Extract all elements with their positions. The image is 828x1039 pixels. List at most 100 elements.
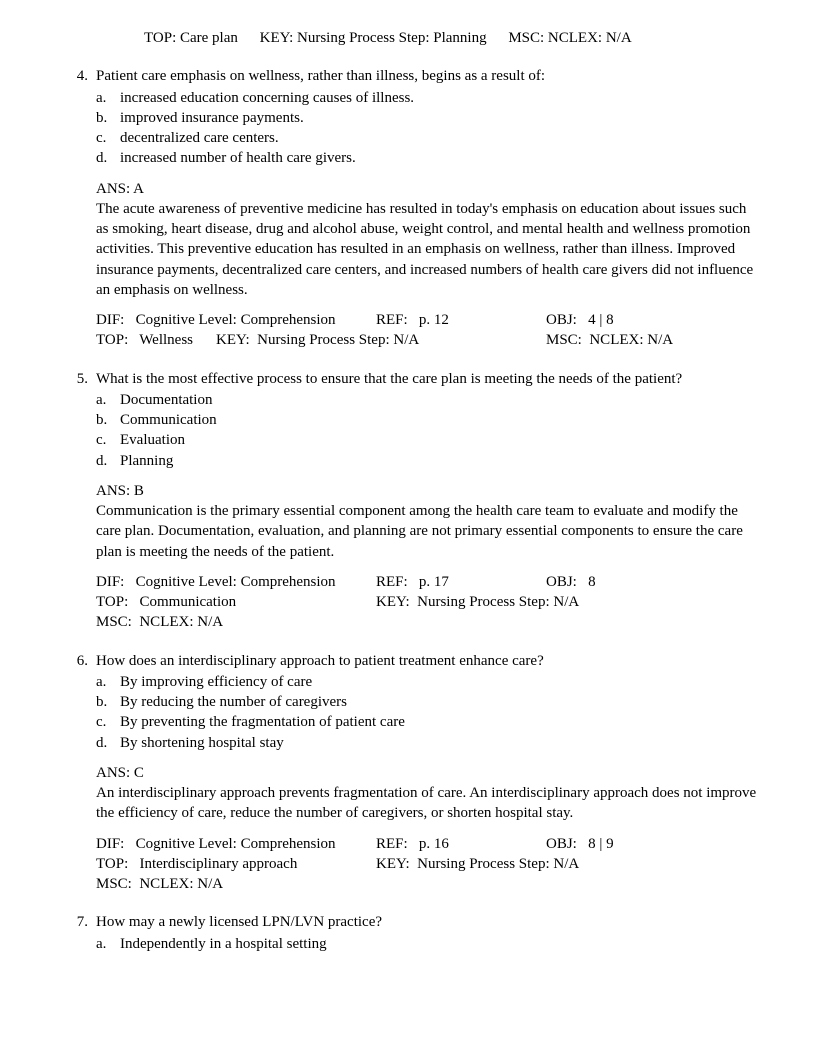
options-list: a.Independently in a hospital setting: [96, 934, 760, 954]
meta-key: KEY: Nursing Process Step: N/A: [376, 854, 546, 874]
question-body: How does an interdisciplinary approach t…: [96, 651, 760, 895]
option-letter: d.: [96, 451, 120, 471]
option-row: a.Independently in a hospital setting: [96, 934, 760, 954]
option-text: By improving efficiency of care: [120, 672, 760, 692]
question-number: 7.: [68, 912, 96, 932]
meta-row: DIF: Cognitive Level: ComprehensionREF: …: [96, 572, 760, 592]
meta-dif: DIF: Cognitive Level: Comprehension: [96, 310, 376, 330]
option-row: a.Documentation: [96, 390, 760, 410]
meta-row: TOP: WellnessKEY: Nursing Process Step: …: [96, 330, 760, 350]
option-row: c.Evaluation: [96, 430, 760, 450]
option-row: b.By reducing the number of caregivers: [96, 692, 760, 712]
meta-dif: DIF: Cognitive Level: Comprehension: [96, 572, 376, 592]
option-text: increased number of health care givers.: [120, 148, 760, 168]
question-row: 7.How may a newly licensed LPN/LVN pract…: [68, 912, 760, 964]
question-body: How may a newly licensed LPN/LVN practic…: [96, 912, 760, 964]
answer-line: ANS: B: [96, 481, 760, 501]
meta-row: TOP: CommunicationKEY: Nursing Process S…: [96, 592, 760, 612]
option-row: b.improved insurance payments.: [96, 108, 760, 128]
meta-ref: REF: p. 16: [376, 834, 546, 854]
question-stem: Patient care emphasis on wellness, rathe…: [96, 66, 760, 86]
option-letter: d.: [96, 733, 120, 753]
option-row: b.Communication: [96, 410, 760, 430]
option-letter: b.: [96, 692, 120, 712]
option-row: c.By preventing the fragmentation of pat…: [96, 712, 760, 732]
meta-obj: OBJ: 4 | 8: [546, 310, 706, 330]
header-top: TOP: Care plan: [144, 28, 238, 48]
meta-top: TOP: Communication: [96, 592, 376, 612]
option-letter: c.: [96, 712, 120, 732]
option-row: d.Planning: [96, 451, 760, 471]
question-block: 4.Patient care emphasis on wellness, rat…: [68, 66, 760, 350]
option-text: Evaluation: [120, 430, 760, 450]
question-block: 5.What is the most effective process to …: [68, 369, 760, 633]
rationale-text: An interdisciplinary approach prevents f…: [96, 783, 760, 824]
option-text: Communication: [120, 410, 760, 430]
option-letter: b.: [96, 410, 120, 430]
option-text: By preventing the fragmentation of patie…: [120, 712, 760, 732]
question-row: 5.What is the most effective process to …: [68, 369, 760, 633]
rationale-text: The acute awareness of preventive medici…: [96, 199, 760, 300]
option-row: d.increased number of health care givers…: [96, 148, 760, 168]
option-text: increased education concerning causes of…: [120, 88, 760, 108]
option-letter: a.: [96, 672, 120, 692]
meta-key: KEY: Nursing Process Step: N/A: [376, 592, 546, 612]
question-stem: How may a newly licensed LPN/LVN practic…: [96, 912, 760, 932]
option-text: decentralized care centers.: [120, 128, 760, 148]
answer-line: ANS: C: [96, 763, 760, 783]
question-row: 4.Patient care emphasis on wellness, rat…: [68, 66, 760, 350]
meta-obj: OBJ: 8 | 9: [546, 834, 706, 854]
meta-row: MSC: NCLEX: N/A: [96, 874, 760, 894]
option-letter: b.: [96, 108, 120, 128]
option-row: c.decentralized care centers.: [96, 128, 760, 148]
meta-row: MSC: NCLEX: N/A: [96, 612, 760, 632]
option-text: By reducing the number of caregivers: [120, 692, 760, 712]
option-text: Independently in a hospital setting: [120, 934, 760, 954]
option-letter: c.: [96, 128, 120, 148]
meta-ref: REF: p. 17: [376, 572, 546, 592]
meta-top: TOP: Wellness: [96, 330, 216, 350]
answer-block: ANS: AThe acute awareness of preventive …: [96, 179, 760, 351]
answer-block: ANS: BCommunication is the primary essen…: [96, 481, 760, 633]
rationale-text: Communication is the primary essential c…: [96, 501, 760, 562]
question-number: 5.: [68, 369, 96, 389]
question-body: What is the most effective process to en…: [96, 369, 760, 633]
option-row: a.increased education concerning causes …: [96, 88, 760, 108]
header-metadata: TOP: Care plan KEY: Nursing Process Step…: [144, 28, 760, 48]
meta-msc: MSC: NCLEX: N/A: [96, 612, 256, 632]
question-body: Patient care emphasis on wellness, rathe…: [96, 66, 760, 350]
meta-dif: DIF: Cognitive Level: Comprehension: [96, 834, 376, 854]
option-text: improved insurance payments.: [120, 108, 760, 128]
option-letter: a.: [96, 390, 120, 410]
option-text: Planning: [120, 451, 760, 471]
question-stem: What is the most effective process to en…: [96, 369, 760, 389]
option-text: By shortening hospital stay: [120, 733, 760, 753]
meta-row: DIF: Cognitive Level: ComprehensionREF: …: [96, 310, 760, 330]
meta-msc: MSC: NCLEX: N/A: [96, 874, 256, 894]
meta-row: DIF: Cognitive Level: ComprehensionREF: …: [96, 834, 760, 854]
question-block: 6.How does an interdisciplinary approach…: [68, 651, 760, 895]
questions-container: 4.Patient care emphasis on wellness, rat…: [68, 66, 760, 964]
option-row: d.By shortening hospital stay: [96, 733, 760, 753]
question-number: 4.: [68, 66, 96, 86]
option-letter: a.: [96, 934, 120, 954]
meta-msc: MSC: NCLEX: N/A: [546, 330, 706, 350]
meta-obj: OBJ: 8: [546, 572, 706, 592]
options-list: a.Documentationb.Communicationc.Evaluati…: [96, 390, 760, 471]
meta-top: TOP: Interdisciplinary approach: [96, 854, 376, 874]
options-list: a.By improving efficiency of careb.By re…: [96, 672, 760, 753]
meta-ref: REF: p. 12: [376, 310, 546, 330]
question-stem: How does an interdisciplinary approach t…: [96, 651, 760, 671]
question-row: 6.How does an interdisciplinary approach…: [68, 651, 760, 895]
header-key: KEY: Nursing Process Step: Planning: [260, 28, 487, 48]
question-number: 6.: [68, 651, 96, 671]
question-block: 7.How may a newly licensed LPN/LVN pract…: [68, 912, 760, 964]
option-letter: d.: [96, 148, 120, 168]
meta-row: TOP: Interdisciplinary approachKEY: Nurs…: [96, 854, 760, 874]
option-text: Documentation: [120, 390, 760, 410]
header-msc: MSC: NCLEX: N/A: [508, 28, 631, 48]
options-list: a.increased education concerning causes …: [96, 88, 760, 169]
meta-key: KEY: Nursing Process Step: N/A: [216, 330, 546, 350]
answer-line: ANS: A: [96, 179, 760, 199]
option-row: a.By improving efficiency of care: [96, 672, 760, 692]
